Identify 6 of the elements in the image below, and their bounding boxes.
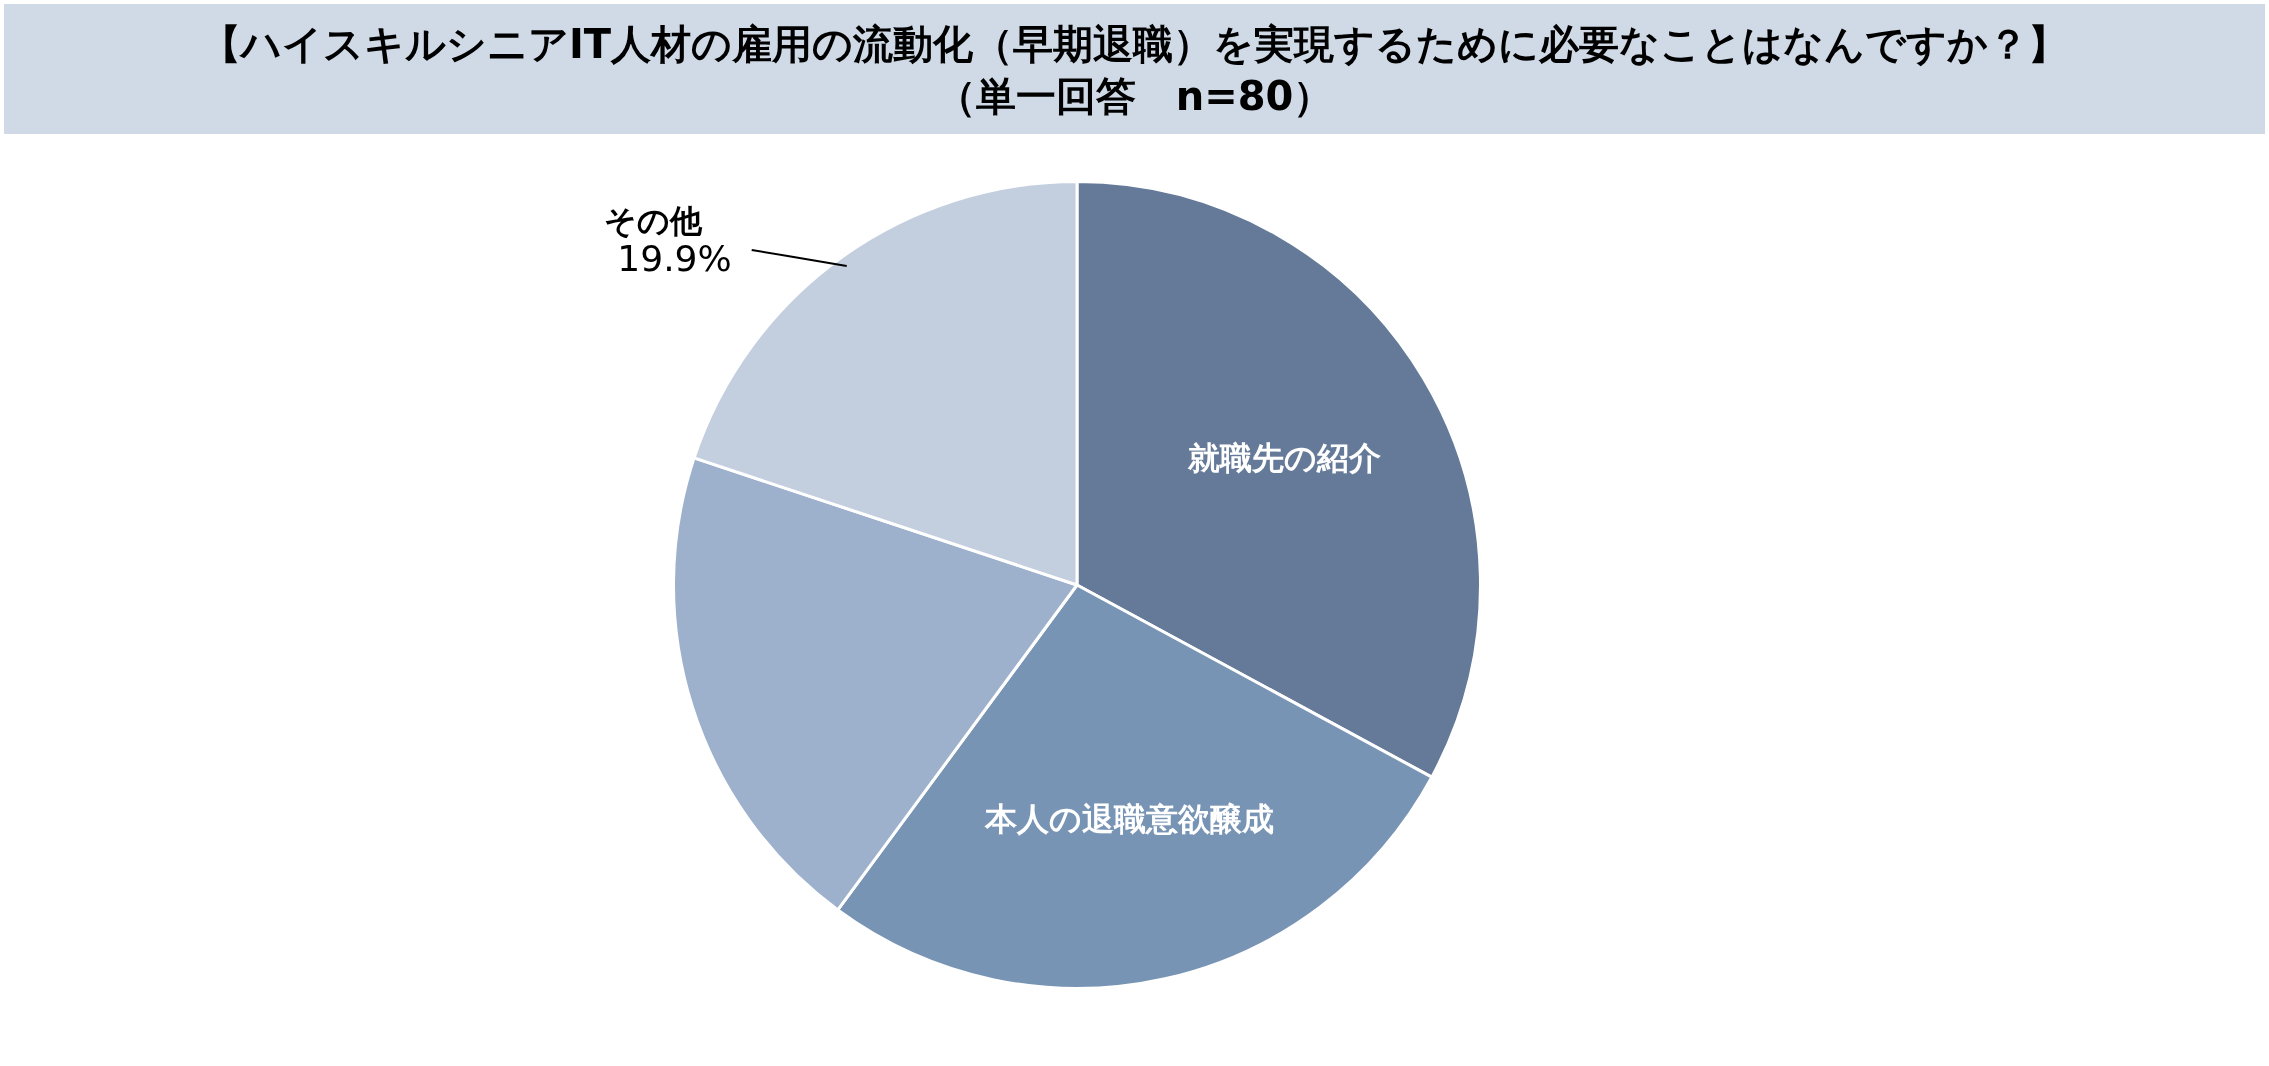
slice-label: 本人の退職意欲醸成 [984, 799, 1275, 838]
chart-title: 【ハイスキルシニアIT人材の雇用の流動化（早期退職）を実現するために必要なことはなんですか？】 [199, 20, 2070, 69]
chart-subtitle: （単一回答 n=80） [934, 72, 1335, 121]
slice-label: その他 [603, 202, 703, 241]
data-label: 19.9% [617, 238, 732, 280]
slice-label: 就職先の紹介 [1187, 439, 1382, 478]
